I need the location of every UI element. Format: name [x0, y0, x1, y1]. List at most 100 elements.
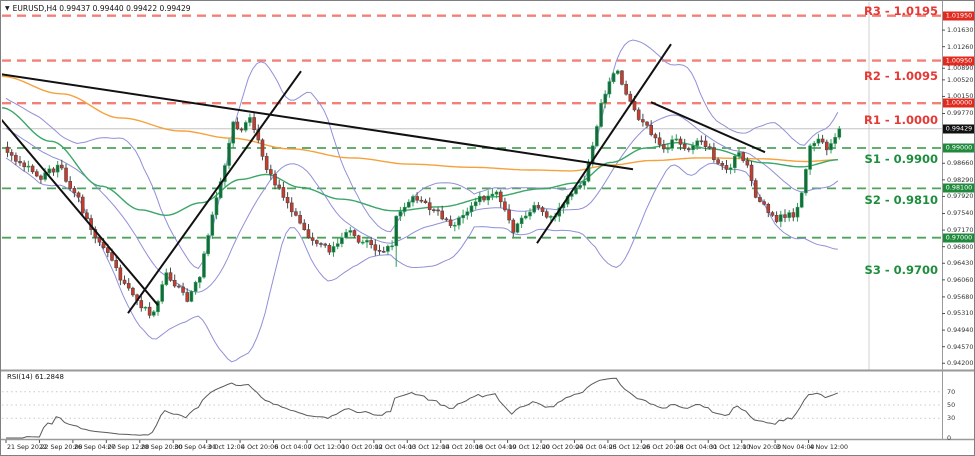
price-tick-label: 1.00520	[947, 75, 974, 84]
level-label-r2[interactable]: R2 - 1.0095	[863, 69, 938, 83]
time-tick-label: 30 Sep 04:00	[174, 444, 217, 451]
candle	[365, 240, 369, 243]
candle	[578, 185, 582, 188]
candle	[440, 210, 445, 220]
candle	[168, 272, 173, 281]
candle	[97, 237, 102, 243]
support-price-box: 0.97000	[943, 233, 974, 243]
candle	[243, 122, 248, 131]
candle	[331, 246, 336, 253]
candle	[666, 148, 670, 150]
candle	[64, 167, 68, 182]
price-tick-label: 1.00150	[947, 92, 974, 101]
candle	[678, 138, 683, 145]
candle	[544, 211, 549, 218]
price-tick-label: 1.01630	[947, 26, 974, 35]
candle	[737, 152, 741, 157]
candle	[741, 152, 745, 161]
price-tick-label: 1.00890	[947, 64, 974, 73]
rsi-indicator-label: RSI(14) 61.2848	[7, 373, 64, 381]
price-tick-label: 0.98660	[947, 159, 974, 168]
candle	[360, 241, 365, 244]
candle	[649, 125, 654, 135]
candle	[620, 70, 624, 85]
rsi-scale-label: 70	[947, 387, 956, 396]
candle	[264, 156, 269, 170]
level-label-s3[interactable]: S3 - 0.9700	[864, 263, 938, 277]
trendline[interactable]	[127, 70, 302, 314]
candle	[787, 212, 791, 218]
price-tick-label: 0.95310	[947, 309, 974, 318]
candle	[636, 109, 641, 120]
candle	[323, 243, 327, 246]
symbol-period-label: EURUSD,H4	[12, 4, 57, 13]
candle	[281, 187, 286, 198]
trendline[interactable]	[1, 73, 634, 171]
time-tick-label: 28 Sep 20:00	[140, 444, 183, 451]
candle	[808, 145, 812, 170]
price-tick-label: 0.96060	[947, 275, 974, 284]
level-label-r3[interactable]: R3 - 1.0195	[863, 4, 938, 18]
trendline[interactable]	[1, 118, 159, 306]
candle	[369, 240, 373, 245]
support-price-box: 0.99000	[943, 143, 974, 153]
candle	[770, 212, 775, 216]
candle	[239, 128, 244, 131]
candle	[482, 196, 486, 201]
support-price-box: 0.98100	[943, 183, 974, 193]
trendline[interactable]	[536, 43, 672, 244]
candle	[486, 195, 491, 201]
candle	[778, 214, 783, 222]
level-label-s2[interactable]: S2 - 0.9810	[864, 193, 938, 207]
candle	[670, 139, 674, 149]
candle	[519, 217, 524, 224]
candle	[131, 287, 135, 296]
candle	[448, 219, 453, 226]
candle	[528, 211, 532, 217]
symbol-dropdown-icon[interactable]: ▼	[5, 5, 10, 12]
candle	[348, 230, 353, 233]
candle	[30, 165, 35, 173]
price-tick-label: 0.95680	[947, 292, 974, 301]
candle	[398, 211, 403, 217]
candle	[691, 145, 695, 151]
trendline[interactable]	[650, 101, 766, 154]
candle	[302, 222, 307, 231]
candle	[628, 93, 633, 102]
candle	[611, 73, 616, 82]
candle	[615, 70, 620, 74]
candle	[532, 205, 536, 213]
candle	[139, 300, 144, 309]
candle	[340, 237, 344, 244]
candle	[436, 209, 440, 212]
candle	[816, 138, 821, 144]
candle	[181, 286, 185, 293]
rsi-line	[6, 377, 838, 439]
time-tick-label: 22 Sep 20:00	[40, 444, 83, 451]
time-tick-label: 18 Oct 04:00	[475, 444, 517, 451]
candle	[503, 201, 507, 211]
candle	[260, 139, 265, 157]
candle	[189, 291, 194, 302]
candle	[172, 279, 177, 287]
time-tick-label: 19 Oct 12:00	[508, 444, 550, 451]
candle	[373, 244, 378, 251]
candle	[185, 292, 190, 302]
candle	[599, 102, 603, 127]
candle	[193, 281, 198, 292]
time-tick-label: 24 Oct 04:00	[575, 444, 617, 451]
candle	[766, 204, 771, 213]
price-tick-label: 0.94940	[947, 326, 974, 335]
candle	[682, 144, 687, 149]
candle	[411, 196, 415, 203]
candle	[156, 301, 160, 313]
level-label-r1[interactable]: R1 - 1.0000	[863, 113, 938, 127]
candle	[645, 121, 649, 126]
candle	[114, 259, 118, 268]
level-label-s1[interactable]: S1 - 0.9900	[864, 152, 938, 166]
candle	[273, 173, 277, 186]
candle	[753, 180, 758, 198]
time-tick-label: 31 Oct 12:00	[709, 444, 751, 451]
